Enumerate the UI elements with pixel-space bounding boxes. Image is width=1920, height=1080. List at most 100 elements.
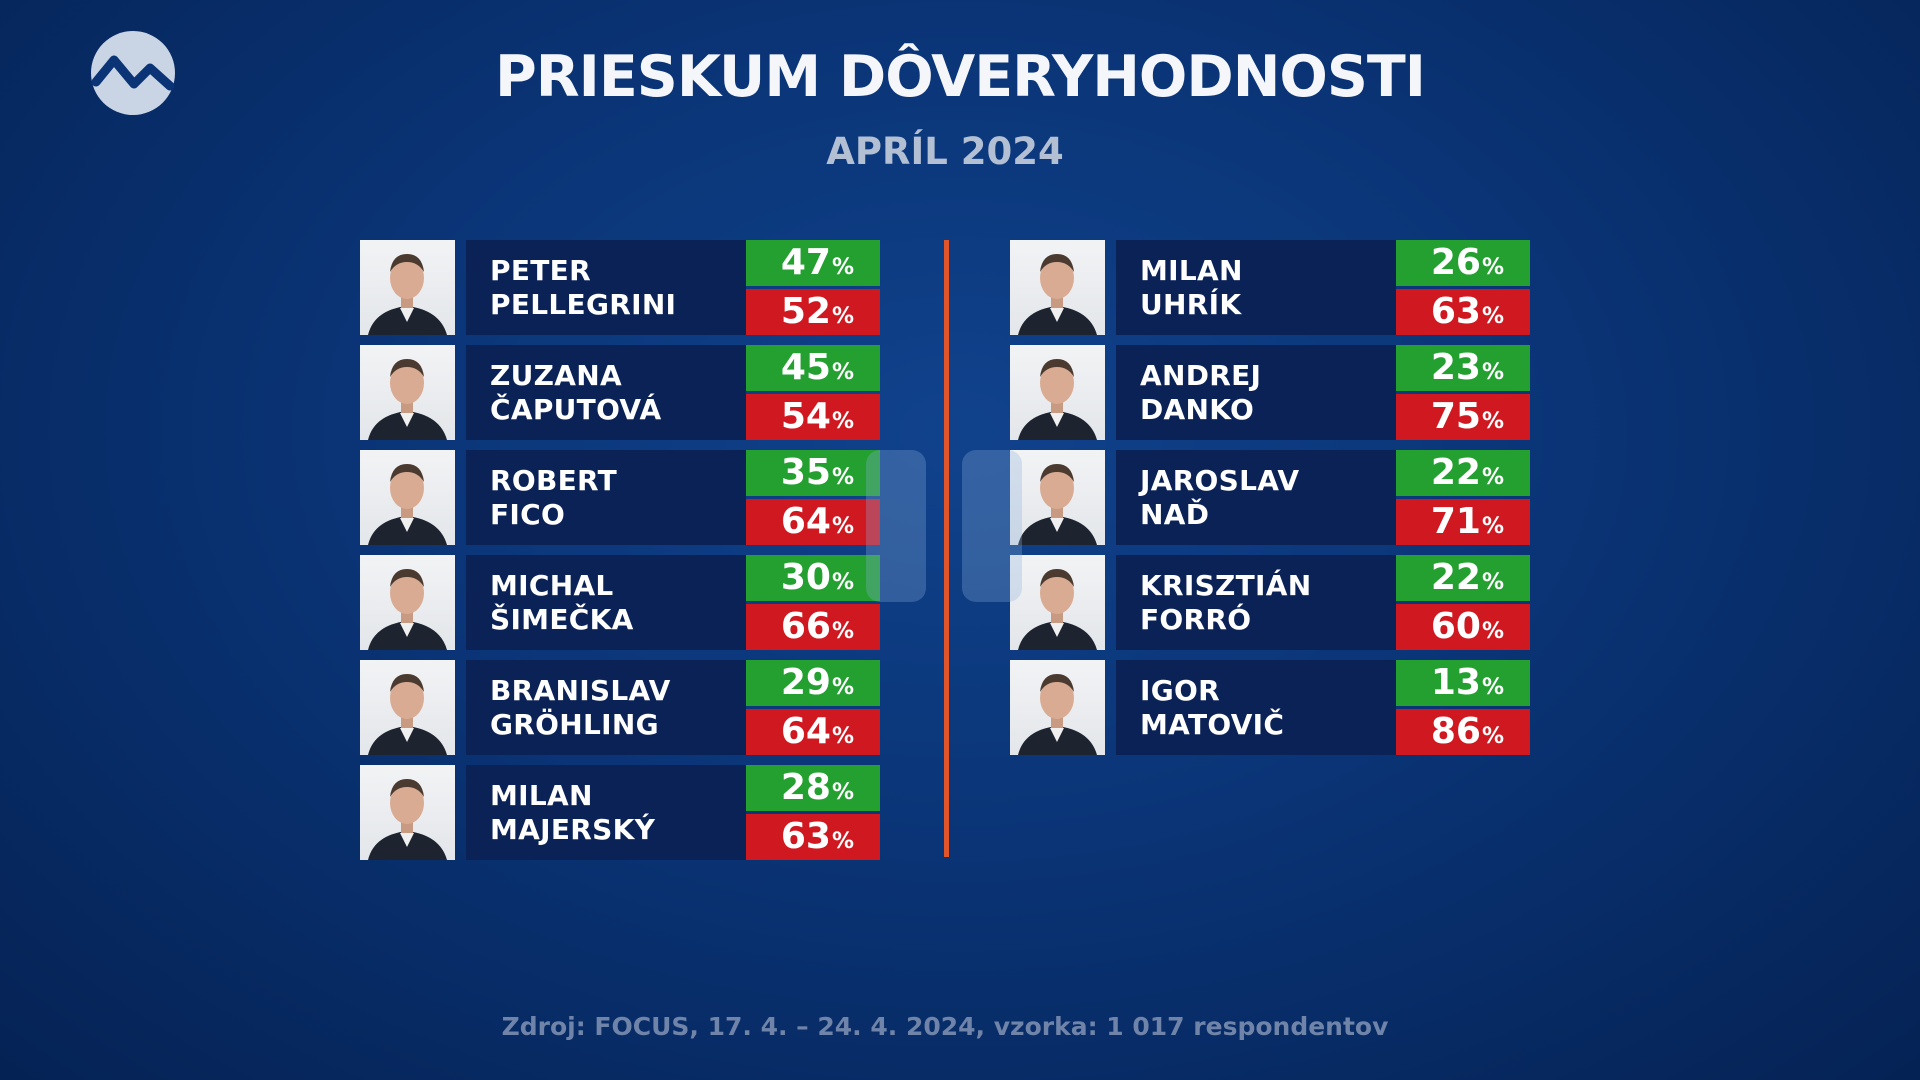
- candidate-name-panel: PETER PELLEGRINI: [466, 240, 746, 335]
- percent-sign: %: [1481, 570, 1504, 595]
- chart-title: PRIESKUM DÔVERYHODNOSTI: [495, 44, 1426, 110]
- candidate-last-name: PELLEGRINI: [490, 288, 677, 321]
- portrait-icon: [368, 464, 447, 545]
- trust-value: 26%: [1396, 240, 1530, 286]
- distrust-number: 71: [1430, 501, 1481, 542]
- candidate-name-panel: MILAN UHRÍK: [1116, 240, 1396, 335]
- candidate-last-name: MAJERSKÝ: [490, 813, 656, 846]
- candidate-first-name: MILAN: [1140, 254, 1243, 287]
- candidate-last-name: DANKO: [1140, 393, 1255, 426]
- chart-subtitle: APRÍL 2024: [826, 130, 1064, 173]
- candidate-last-name: ŠIMEČKA: [490, 603, 634, 636]
- distrust-number: 64: [780, 711, 831, 752]
- percent-sign: %: [1481, 409, 1504, 434]
- portrait-icon: [368, 779, 447, 860]
- distrust-number: 63: [1430, 291, 1481, 332]
- candidate-name-panel: MICHAL ŠIMEČKA: [466, 555, 746, 650]
- candidate-last-name: FICO: [490, 498, 566, 531]
- candidate-row: MILAN UHRÍK 26% 63%: [1010, 240, 1530, 335]
- portrait-icon: [1018, 569, 1097, 650]
- portrait-icon: [368, 359, 447, 440]
- candidate-first-name: MILAN: [490, 779, 593, 812]
- percent-sign: %: [831, 304, 854, 329]
- candidate-first-name: IGOR: [1140, 674, 1220, 707]
- trust-number: 47: [780, 242, 831, 283]
- distrust-number: 52: [780, 291, 831, 332]
- candidate-first-name: JAROSLAV: [1140, 464, 1300, 497]
- distrust-value: 64%: [746, 709, 880, 755]
- candidate-last-name: NAĎ: [1140, 498, 1210, 531]
- percent-sign: %: [831, 255, 854, 280]
- trust-number: 29: [780, 662, 831, 703]
- candidate-row: JAROSLAV NAĎ 22% 71%: [1010, 450, 1530, 545]
- candidate-first-name: KRISZTIÁN: [1140, 569, 1312, 602]
- percent-sign: %: [1481, 675, 1504, 700]
- candidate-photo: [1010, 450, 1105, 545]
- distrust-value: 63%: [1396, 289, 1530, 335]
- percent-sign: %: [1481, 465, 1504, 490]
- candidate-photo: [1010, 555, 1105, 650]
- candidate-last-name: GRÖHLING: [490, 708, 659, 741]
- candidate-first-name: BRANISLAV: [490, 674, 671, 707]
- candidate-photo: [360, 765, 455, 860]
- distrust-value: 71%: [1396, 499, 1530, 545]
- candidate-first-name: ROBERT: [490, 464, 618, 497]
- candidate-photo: [360, 555, 455, 650]
- percent-sign: %: [831, 514, 854, 539]
- distrust-number: 64: [780, 501, 831, 542]
- percent-sign: %: [1481, 724, 1504, 749]
- broadcaster-logo-icon: [90, 30, 176, 116]
- distrust-value: 52%: [746, 289, 880, 335]
- candidate-name-panel: IGOR MATOVIČ: [1116, 660, 1396, 755]
- candidate-row: ANDREJ DANKO 23% 75%: [1010, 345, 1530, 440]
- trust-number: 30: [780, 557, 831, 598]
- portrait-icon: [368, 674, 447, 755]
- candidate-last-name: ČAPUTOVÁ: [490, 393, 662, 426]
- trust-number: 23: [1430, 347, 1481, 388]
- trust-value: 28%: [746, 765, 880, 811]
- trust-value: 29%: [746, 660, 880, 706]
- percent-sign: %: [1481, 255, 1504, 280]
- trust-value: 13%: [1396, 660, 1530, 706]
- distrust-value: 54%: [746, 394, 880, 440]
- distrust-value: 60%: [1396, 604, 1530, 650]
- candidate-row: PETER PELLEGRINI 47% 52%: [360, 240, 880, 335]
- candidate-row: BRANISLAV GRÖHLING 29% 64%: [360, 660, 880, 755]
- distrust-value: 66%: [746, 604, 880, 650]
- candidate-first-name: PETER: [490, 254, 591, 287]
- trust-value: 22%: [1396, 555, 1530, 601]
- candidate-photo: [360, 240, 455, 335]
- candidate-photo: [1010, 660, 1105, 755]
- trust-value: 47%: [746, 240, 880, 286]
- percent-sign: %: [831, 724, 854, 749]
- percent-sign: %: [831, 465, 854, 490]
- trust-value: 22%: [1396, 450, 1530, 496]
- candidate-row: KRISZTIÁN FORRÓ 22% 60%: [1010, 555, 1530, 650]
- trust-number: 45: [780, 347, 831, 388]
- percent-sign: %: [831, 360, 854, 385]
- percent-sign: %: [1481, 304, 1504, 329]
- source-note: Zdroj: FOCUS, 17. 4. – 24. 4. 2024, vzor…: [501, 1012, 1389, 1041]
- candidate-name-panel: MILAN MAJERSKÝ: [466, 765, 746, 860]
- distrust-number: 54: [780, 396, 831, 437]
- candidate-row: ZUZANA ČAPUTOVÁ 45% 54%: [360, 345, 880, 440]
- trust-number: 26: [1430, 242, 1481, 283]
- percent-sign: %: [831, 829, 854, 854]
- trust-number: 22: [1430, 557, 1481, 598]
- trust-number: 28: [780, 767, 831, 808]
- percent-sign: %: [831, 409, 854, 434]
- trust-value: 35%: [746, 450, 880, 496]
- distrust-number: 60: [1430, 606, 1481, 647]
- percent-sign: %: [1481, 514, 1504, 539]
- trust-value: 45%: [746, 345, 880, 391]
- candidate-photo: [1010, 240, 1105, 335]
- candidate-name-panel: JAROSLAV NAĎ: [1116, 450, 1396, 545]
- percent-sign: %: [831, 780, 854, 805]
- candidate-first-name: ZUZANA: [490, 359, 622, 392]
- candidate-last-name: FORRÓ: [1140, 603, 1252, 636]
- candidate-last-name: MATOVIČ: [1140, 708, 1285, 741]
- overlay-glare-left: [866, 450, 926, 602]
- percent-sign: %: [831, 619, 854, 644]
- portrait-icon: [1018, 464, 1097, 545]
- distrust-number: 86: [1430, 711, 1481, 752]
